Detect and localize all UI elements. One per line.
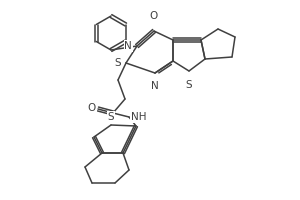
Text: O: O xyxy=(150,11,158,21)
Text: O: O xyxy=(88,103,96,113)
Text: S: S xyxy=(114,58,121,68)
Text: S: S xyxy=(186,80,192,90)
Text: S: S xyxy=(108,112,114,122)
Text: NH: NH xyxy=(131,112,146,122)
Text: N: N xyxy=(124,41,132,51)
Text: N: N xyxy=(151,81,159,91)
